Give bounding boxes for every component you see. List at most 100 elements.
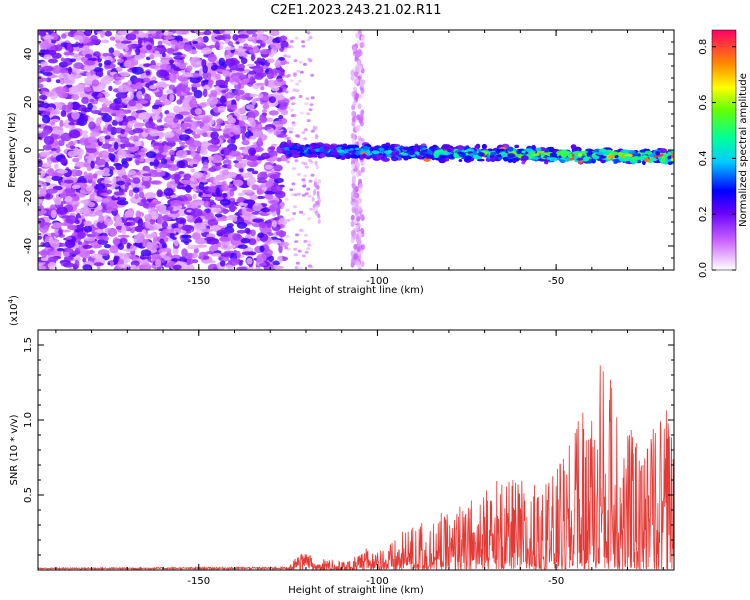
noise-point (63, 76, 76, 86)
noise-point (153, 145, 159, 150)
noise-point (224, 124, 232, 129)
noise-point (221, 169, 229, 176)
noise-point (127, 179, 135, 183)
noise-point (64, 188, 76, 194)
noise-point (126, 242, 131, 250)
noise-point (157, 40, 163, 46)
noise-point (113, 141, 119, 150)
noise-point (291, 182, 296, 186)
noise-point (253, 266, 263, 270)
noise-point (163, 31, 174, 36)
noise-point (181, 224, 193, 232)
noise-point (45, 188, 58, 194)
noise-point (222, 30, 232, 35)
noise-point (203, 30, 212, 36)
noise-point (190, 148, 196, 158)
stripe-point (360, 261, 365, 267)
noise-point (222, 208, 229, 214)
noise-point (169, 149, 175, 157)
noise-point (279, 241, 289, 247)
stripe-point (312, 125, 316, 131)
noise-point (163, 144, 169, 153)
noise-point (198, 192, 203, 196)
noise-point (192, 193, 197, 200)
noise-point (208, 79, 213, 88)
noise-point (181, 72, 194, 78)
noise-point (125, 143, 136, 148)
noise-point (306, 112, 311, 116)
noise-point (79, 199, 92, 204)
noise-point (159, 63, 172, 71)
noise-point (192, 232, 201, 240)
noise-point (181, 234, 192, 240)
noise-point (151, 76, 157, 81)
noise-point (200, 145, 208, 151)
noise-point (42, 114, 51, 124)
noise-point (207, 53, 217, 63)
noise-point (55, 147, 61, 154)
signal-point (565, 157, 570, 162)
noise-point (139, 256, 150, 260)
noise-point (259, 263, 267, 267)
noise-point (186, 215, 194, 220)
noise-point (236, 155, 243, 162)
noise-point (294, 134, 299, 138)
noise-point (212, 226, 221, 231)
noise-point (289, 45, 294, 49)
noise-point (71, 43, 79, 48)
stripe-point (357, 48, 362, 55)
noise-point (227, 164, 232, 170)
noise-point (117, 243, 124, 251)
noise-point (289, 188, 294, 192)
noise-point (71, 67, 79, 73)
stripe-point (314, 200, 318, 206)
noise-point (260, 35, 268, 41)
noise-point (135, 47, 141, 56)
noise-point (71, 184, 81, 189)
noise-point (216, 118, 224, 125)
noise-point (120, 40, 132, 44)
noise-point (183, 43, 193, 52)
stripe-point (353, 243, 358, 250)
noise-point (94, 229, 105, 234)
noise-point (135, 102, 143, 111)
noise-point (83, 86, 92, 92)
noise-point (290, 79, 294, 83)
noise-point (78, 251, 89, 257)
noise-point (234, 95, 244, 100)
noise-point (112, 176, 117, 185)
noise-point (50, 209, 57, 219)
noise-point (267, 58, 275, 64)
noise-point (219, 236, 231, 242)
noise-point (103, 244, 112, 249)
noise-point (149, 85, 157, 90)
noise-point (42, 182, 47, 189)
stripe-point (351, 230, 356, 237)
noise-point (302, 184, 307, 188)
stripe-point (311, 196, 315, 202)
noise-point (270, 42, 281, 50)
noise-point (87, 172, 94, 181)
noise-point (169, 59, 175, 64)
noise-point (303, 239, 308, 243)
noise-point (305, 97, 310, 101)
signal-point (365, 152, 373, 156)
noise-point (210, 244, 219, 252)
noise-point (156, 119, 163, 123)
noise-point (224, 58, 236, 67)
noise-point (189, 121, 198, 130)
noise-point (104, 30, 113, 37)
noise-point (293, 193, 298, 197)
noise-point (148, 202, 156, 208)
noise-point (42, 49, 50, 55)
noise-point (294, 36, 299, 40)
noise-point (260, 85, 265, 91)
noise-point (180, 200, 191, 205)
noise-point (175, 217, 187, 224)
noise-point (306, 119, 311, 123)
noise-point (215, 187, 220, 196)
noise-point (91, 232, 100, 237)
noise-point (256, 253, 267, 263)
noise-point (270, 239, 282, 245)
noise-point (137, 218, 144, 227)
